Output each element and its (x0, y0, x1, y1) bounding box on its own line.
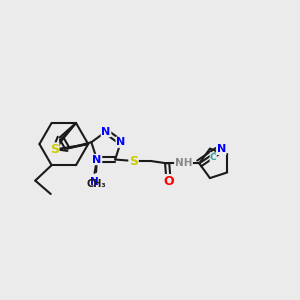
Text: O: O (163, 175, 174, 188)
Text: S: S (50, 143, 59, 156)
Text: NH: NH (175, 158, 192, 168)
Text: N: N (92, 154, 102, 164)
Text: C: C (210, 153, 217, 162)
Text: N: N (116, 137, 125, 147)
Text: S: S (129, 154, 138, 167)
Text: N: N (217, 144, 226, 154)
Text: N: N (101, 127, 111, 136)
Text: CH₃: CH₃ (86, 179, 106, 189)
Text: N: N (90, 177, 99, 187)
